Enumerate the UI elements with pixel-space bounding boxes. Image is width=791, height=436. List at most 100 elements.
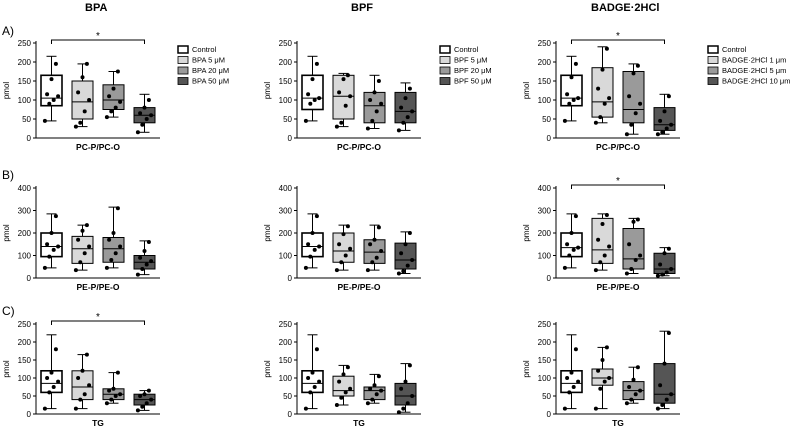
- p00-group3-data-point: [146, 98, 151, 102]
- p00-x-axis-label: PC-P/PC-O: [76, 142, 120, 152]
- p02-group1-data-point: [607, 96, 612, 101]
- p02-x-axis-label: PC-P/PC-O: [596, 142, 640, 152]
- p01-y-tick-label: 250: [279, 39, 293, 48]
- p22-group2-data-point: [631, 377, 636, 382]
- p11-group1-data-point: [348, 246, 353, 251]
- p00-y-tick-label: 250: [18, 39, 32, 48]
- p10-group1-data-point: [84, 223, 89, 228]
- p00-y-tick-label: 100: [18, 96, 32, 105]
- p22-group3-box: [653, 363, 676, 404]
- p02-group2-box: [622, 71, 645, 124]
- p21-group1-data-point: [343, 390, 348, 395]
- p21-group1-data-point: [339, 395, 344, 400]
- p10-y-axis-label: pmol: [2, 224, 11, 242]
- legend-2-swatch-0: [707, 45, 719, 54]
- p10-group1-data-point: [80, 228, 85, 233]
- p00-group2-data-point: [111, 86, 116, 91]
- p01-group3-data-point: [399, 105, 404, 110]
- p02-group1-data-point: [600, 67, 605, 72]
- p02-group3-data-point: [669, 122, 674, 127]
- p11-y-tick-label: 100: [279, 252, 293, 261]
- p22-group3-data-point: [662, 361, 667, 366]
- p02-group0-box: [560, 74, 583, 107]
- p20-y-tick-label: 50: [22, 392, 31, 401]
- p10-group1-data-point: [87, 244, 92, 249]
- p11-group3-data-point: [401, 269, 406, 274]
- p12-x-axis-label: PE-P/PE-O: [597, 282, 640, 292]
- p11-y-tick-label: 200: [279, 229, 293, 238]
- p01-group2-data-point: [365, 126, 370, 131]
- legend-0-label-0: Control: [192, 45, 217, 54]
- p12-y-tick-label: 100: [538, 252, 552, 261]
- p02-group1-data-point: [602, 101, 607, 106]
- p11-group3-data-point: [410, 258, 415, 262]
- p20-group1-data-point: [84, 352, 89, 357]
- p11-group3-data-point: [396, 271, 401, 276]
- p21-group0-data-point: [314, 347, 319, 352]
- p00-group3-data-point: [142, 105, 147, 110]
- p00-significance-star: *: [96, 31, 100, 42]
- p10-y-tick-label: 200: [18, 229, 32, 238]
- p22-group3-data-point: [664, 397, 669, 402]
- p10-group0-data-point: [45, 242, 50, 247]
- legend-1-swatch-0: [439, 45, 451, 54]
- p10-group0-data-point: [51, 247, 56, 252]
- p21-group3-data-point: [396, 410, 401, 415]
- p02-group0-data-point: [573, 61, 578, 66]
- p12-y-tick-label: 200: [538, 229, 552, 238]
- p02-group2-data-point: [624, 132, 629, 137]
- p00-group2-data-point: [113, 105, 118, 110]
- p10-group3-data-point: [149, 259, 154, 264]
- p00-group0-data-point: [49, 77, 54, 82]
- p12-group0-data-point: [565, 242, 570, 247]
- p11-y-tick-label: 0: [288, 274, 293, 283]
- p00-y-tick-label: 0: [27, 134, 32, 143]
- p22-group3-data-point: [660, 403, 665, 407]
- p21-group1-data-point: [345, 365, 350, 370]
- p02-y-tick-label: 200: [538, 58, 552, 67]
- p02-significance-bracket: [571, 39, 665, 44]
- p00-group0-data-point: [47, 101, 52, 106]
- p02-group1-data-point: [596, 86, 601, 91]
- p20-group2-data-point: [115, 370, 120, 375]
- p12-group2-data-point: [631, 219, 636, 224]
- p10-group2-data-point: [118, 244, 123, 249]
- p21-group0-data-point: [303, 406, 308, 411]
- p20-y-tick-label: 200: [18, 338, 32, 347]
- p00-group2-data-point: [104, 115, 109, 120]
- p01-group3-data-point: [401, 120, 406, 125]
- p00-group3-data-point: [135, 130, 140, 135]
- p01-group1-box: [332, 74, 355, 120]
- p00-group3-data-point: [140, 122, 145, 127]
- p02-group3-data-point: [658, 118, 663, 123]
- column-title-badge: BADGE·2HCl: [591, 2, 660, 14]
- p21-group0-data-point: [306, 376, 311, 380]
- p12-group2-data-point: [627, 242, 632, 247]
- legend-1-label-1: BPF 5 μM: [454, 56, 488, 65]
- p01-group2-data-point: [376, 79, 381, 83]
- p02-group3-data-point: [666, 94, 671, 99]
- p02-group0-data-point: [565, 92, 570, 97]
- p20-significance-star: *: [96, 312, 100, 323]
- p02-group2-data-point: [633, 111, 638, 116]
- p00-group1-data-point: [76, 90, 81, 95]
- p22-group1-data-point: [598, 386, 603, 391]
- p00-group1-data-point: [73, 124, 78, 129]
- p02-group2-data-point: [627, 94, 632, 99]
- legend-1-swatch-2: [439, 66, 451, 75]
- p00-group0-data-point: [42, 118, 47, 123]
- legend-1-label-2: BPF 20 μM: [454, 66, 492, 75]
- p02-group0-data-point: [571, 98, 576, 102]
- p12-significance-star: *: [616, 176, 620, 187]
- p20-group3-data-point: [144, 401, 149, 406]
- p00-y-tick-label: 50: [22, 115, 31, 124]
- legend-2-swatch-2: [707, 66, 719, 75]
- p10-y-tick-label: 400: [18, 184, 32, 193]
- p11-x-axis-label: PE-P/PE-O: [338, 282, 381, 292]
- p11-group3-data-point: [399, 251, 404, 256]
- p21-group3-data-point: [403, 379, 408, 384]
- p02-group1-data-point: [593, 120, 598, 125]
- p20-group0-data-point: [42, 406, 47, 411]
- legend-2-label-0: Control: [722, 45, 747, 54]
